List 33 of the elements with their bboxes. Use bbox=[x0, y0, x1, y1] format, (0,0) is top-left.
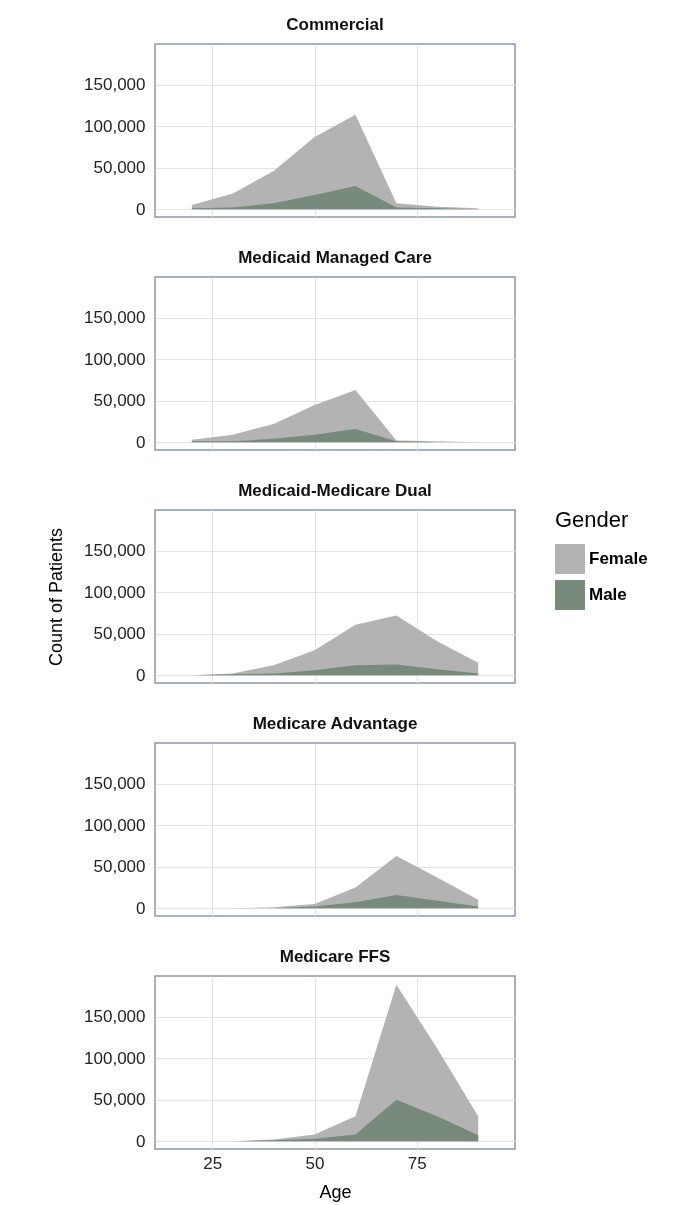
y-tick-label: 0 bbox=[136, 432, 146, 452]
y-tick-label: 50,000 bbox=[93, 1090, 146, 1110]
x-tick-label: 25 bbox=[203, 1153, 223, 1173]
chart-title: Medicare Advantage bbox=[252, 714, 418, 733]
y-tick-label: 50,000 bbox=[93, 391, 146, 411]
y-tick-label: 150,000 bbox=[84, 308, 146, 328]
y-tick-label: 100,000 bbox=[84, 116, 146, 136]
legend-label: Female bbox=[589, 549, 648, 568]
y-tick-label: 0 bbox=[136, 1131, 146, 1151]
y-tick-label: 150,000 bbox=[84, 774, 146, 794]
x-tick-label: 50 bbox=[305, 1153, 325, 1173]
legend-title: Gender bbox=[555, 507, 629, 532]
y-tick-label: 100,000 bbox=[84, 349, 146, 369]
y-tick-label: 100,000 bbox=[84, 1048, 146, 1068]
y-tick-label: 150,000 bbox=[84, 1007, 146, 1027]
legend-label: Male bbox=[589, 585, 627, 604]
y-tick-label: 150,000 bbox=[84, 541, 146, 561]
y-tick-label: 100,000 bbox=[84, 815, 146, 835]
y-tick-label: 50,000 bbox=[93, 857, 146, 877]
chart-title: Commercial bbox=[286, 15, 384, 34]
chart-title: Medicaid-Medicare Dual bbox=[238, 481, 432, 500]
y-tick-label: 0 bbox=[136, 665, 146, 685]
y-tick-label: 50,000 bbox=[93, 158, 146, 178]
x-axis-title: Age bbox=[319, 1181, 352, 1202]
x-tick-label: 75 bbox=[407, 1153, 427, 1173]
chart-title: Medicaid Managed Care bbox=[238, 248, 432, 267]
y-tick-label: 0 bbox=[136, 898, 146, 918]
y-tick-label: 100,000 bbox=[84, 582, 146, 602]
y-tick-label: 50,000 bbox=[93, 624, 146, 644]
y-axis-title: Count of Patients bbox=[46, 527, 67, 667]
y-tick-label: 0 bbox=[136, 199, 146, 219]
y-tick-label: 150,000 bbox=[84, 75, 146, 95]
chart-title: Medicare FFS bbox=[279, 947, 391, 966]
